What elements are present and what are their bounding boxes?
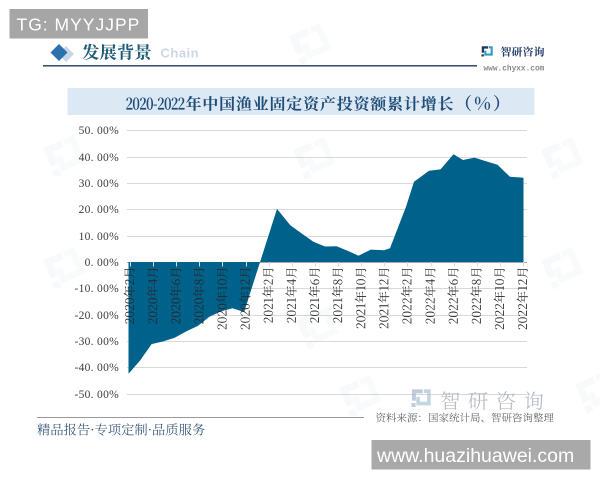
svg-text:10. 00%: 10. 00% — [79, 231, 120, 243]
svg-text:-40. 00%: -40. 00% — [74, 362, 119, 374]
svg-text:0. 00%: 0. 00% — [85, 257, 119, 269]
svg-text:20. 00%: 20. 00% — [79, 204, 120, 216]
svg-text:TG: MYYJJPP: TG: MYYJJPP — [17, 15, 141, 35]
svg-text:-30. 00%: -30. 00% — [74, 336, 119, 348]
svg-text:-10. 00%: -10. 00% — [74, 283, 119, 295]
svg-text:Chain: Chain — [161, 46, 200, 61]
svg-text:www.huazihuawei.com: www.huazihuawei.com — [376, 445, 574, 467]
svg-text:30. 00%: 30. 00% — [79, 178, 120, 190]
svg-text:-50. 00%: -50. 00% — [74, 389, 119, 401]
svg-text:-20. 00%: -20. 00% — [74, 310, 119, 322]
svg-text:40. 00%: 40. 00% — [79, 152, 120, 164]
svg-text:50. 00%: 50. 00% — [79, 125, 120, 137]
svg-text:www.chyxx.com: www.chyxx.com — [484, 65, 545, 73]
